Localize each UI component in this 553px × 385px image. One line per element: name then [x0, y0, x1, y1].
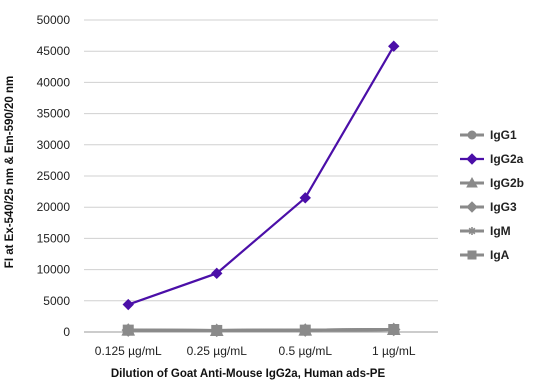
series-line — [128, 328, 394, 332]
square-marker — [299, 324, 311, 336]
series-igg2a — [122, 40, 400, 311]
legend-label: IgG2a — [490, 152, 524, 166]
diamond-marker — [466, 153, 478, 165]
legend-label: IgA — [490, 248, 510, 262]
y-tick-label: 25000 — [37, 169, 71, 183]
diamond-marker — [466, 201, 478, 213]
legend-item-igg2a: IgG2a — [460, 152, 524, 166]
legend-label: IgG2b — [490, 176, 524, 190]
x-tick-label: 0.5 µg/mL — [278, 344, 332, 358]
series-group — [121, 40, 401, 338]
x-axis-title: Dilution of Goat Anti-Mouse IgG2a, Human… — [111, 368, 386, 380]
y-axis-title: FI at Ex-540/25 nm & Em-590/20 nm — [4, 76, 16, 268]
legend-item-igm: IgM — [460, 224, 511, 238]
y-tick-label: 10000 — [37, 263, 71, 277]
diamond-marker — [299, 192, 311, 204]
square-marker — [388, 324, 400, 336]
legend-label: IgG3 — [490, 200, 517, 214]
diamond-marker — [211, 267, 223, 280]
square-marker — [122, 324, 134, 336]
square-marker — [211, 324, 223, 336]
diamond-marker — [388, 40, 400, 52]
legend-label: IgM — [490, 224, 511, 238]
gridlines — [84, 19, 438, 302]
diamond-marker — [122, 298, 134, 311]
legend-label: IgG1 — [490, 128, 517, 142]
y-tick-label: 30000 — [37, 138, 71, 152]
series-iga — [122, 324, 400, 336]
legend-item-igg3: IgG3 — [460, 200, 517, 214]
star-marker — [468, 227, 476, 235]
y-tick-label: 0 — [63, 325, 70, 339]
legend: IgG1 IgG2a IgG2b IgG3 IgM IgA — [460, 128, 524, 262]
circle-marker — [467, 130, 477, 140]
x-tick-label: 0.125 µg/mL — [95, 344, 162, 358]
x-tick-label: 1 µg/mL — [372, 344, 416, 358]
x-tick-label: 0.25 µg/mL — [187, 344, 248, 358]
y-tick-label: 20000 — [37, 200, 71, 214]
star-stroke — [468, 227, 476, 235]
y-tick-label: 40000 — [37, 75, 71, 89]
x-axis-ticks: 0.125 µg/mL 0.25 µg/mL 0.5 µg/mL 1 µg/mL — [95, 344, 416, 358]
y-tick-label: 15000 — [37, 231, 71, 245]
legend-item-igg1: IgG1 — [460, 128, 517, 142]
y-tick-label: 50000 — [37, 13, 71, 27]
triangle-marker — [466, 176, 478, 188]
legend-item-igg2b: IgG2b — [460, 176, 524, 190]
series-line — [127, 45, 395, 306]
y-tick-label: 45000 — [37, 44, 71, 58]
y-axis-ticks: 0 5000 10000 15000 20000 25000 30000 35000 40000… — [37, 13, 71, 339]
square-marker — [467, 250, 477, 260]
y-tick-label: 35000 — [37, 107, 71, 121]
y-tick-label: 5000 — [43, 294, 70, 308]
legend-item-iga: IgA — [460, 248, 510, 262]
